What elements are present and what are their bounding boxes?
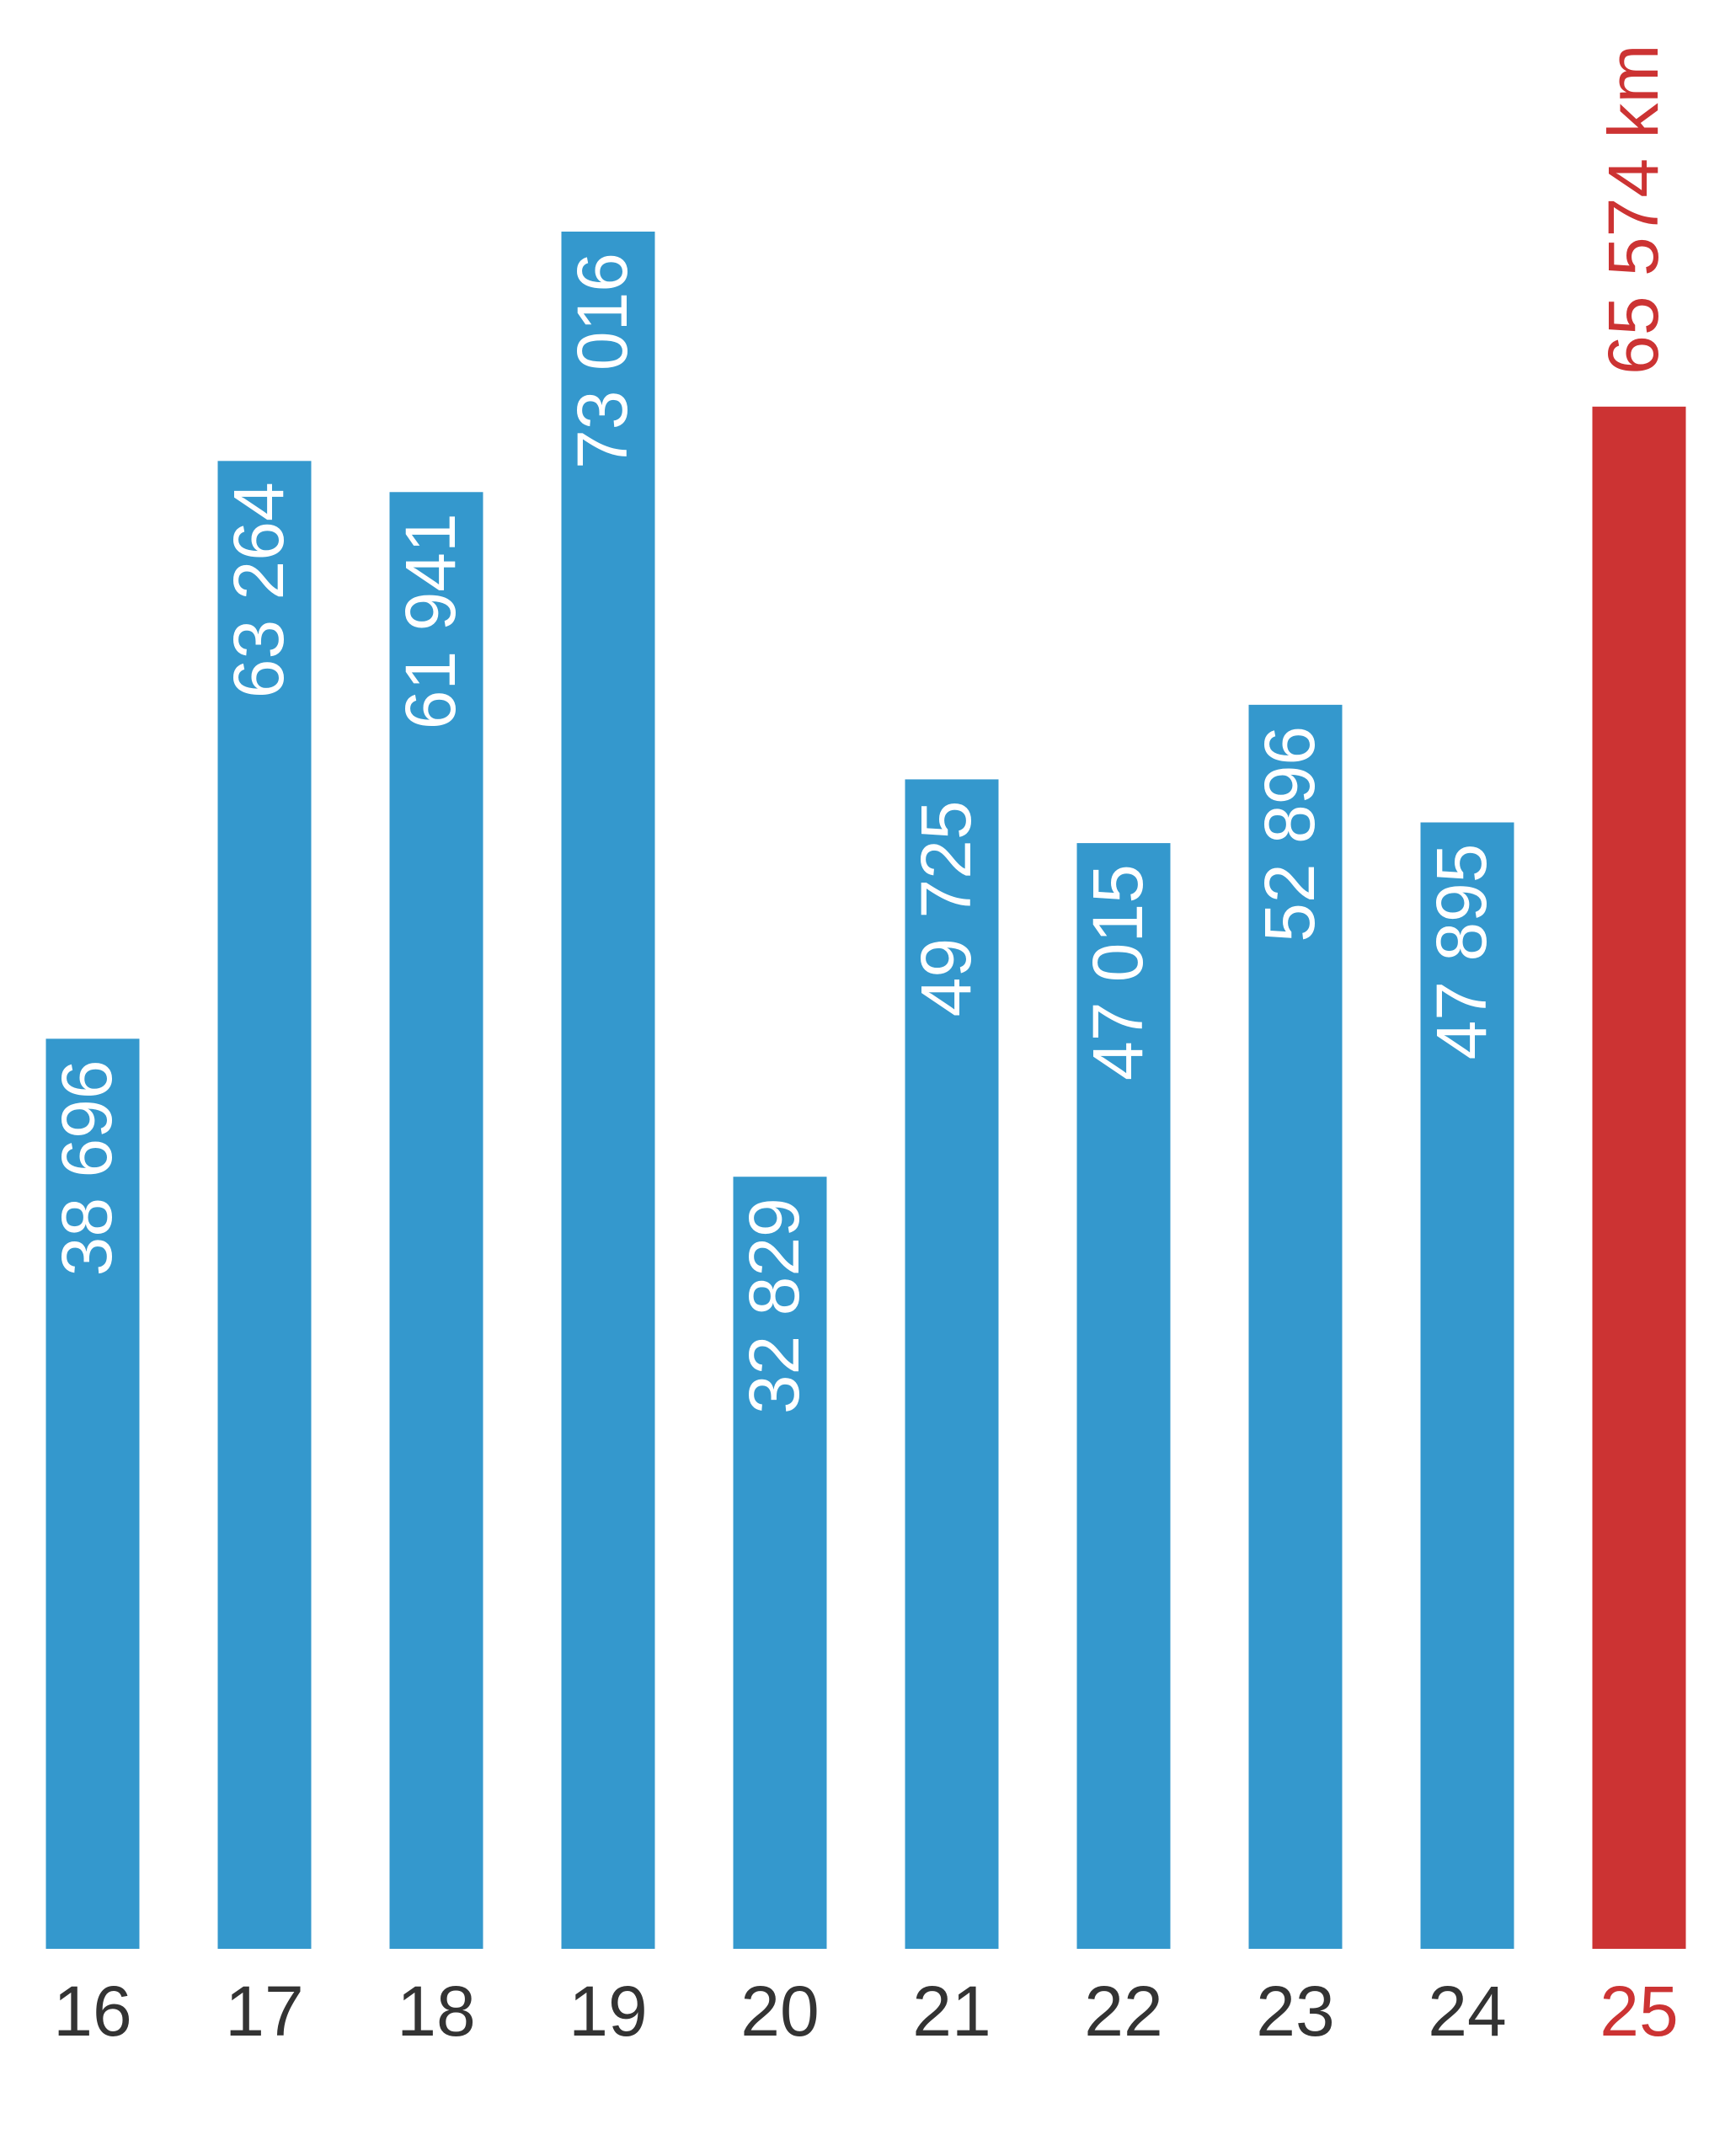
x-tick-label: 19 xyxy=(569,1972,647,2051)
x-tick-label: 18 xyxy=(397,1972,475,2051)
bar xyxy=(217,461,312,1949)
bar xyxy=(389,492,483,1949)
x-tick-label: 20 xyxy=(740,1972,819,2051)
value-label: 63 264 xyxy=(219,482,298,698)
bar xyxy=(1248,704,1343,1949)
bar xyxy=(45,1038,140,1949)
value-label: 47 895 xyxy=(1422,844,1501,1060)
value-label: 47 015 xyxy=(1078,864,1157,1081)
bar xyxy=(1420,822,1514,1949)
value-label: 65 574 km xyxy=(1594,45,1673,375)
bar xyxy=(561,232,655,1949)
x-tick-label: 22 xyxy=(1084,1972,1162,2051)
x-tick-label: 23 xyxy=(1256,1972,1334,2051)
bar xyxy=(1076,843,1171,1950)
value-label: 61 941 xyxy=(391,513,470,729)
value-label: 49 725 xyxy=(906,800,985,1017)
value-label: 52 896 xyxy=(1250,726,1329,942)
x-tick-label: 21 xyxy=(912,1972,991,2051)
x-tick-label: 25 xyxy=(1599,1972,1678,2051)
value-label: 38 696 xyxy=(47,1059,126,1276)
value-label: 32 829 xyxy=(734,1198,814,1414)
x-tick-label: 17 xyxy=(225,1972,303,2051)
value-label: 73 016 xyxy=(563,253,642,469)
x-tick-label: 16 xyxy=(53,1972,131,2051)
bar xyxy=(905,779,999,1949)
x-tick-label: 24 xyxy=(1428,1972,1506,2051)
bar xyxy=(1592,406,1686,1950)
bar xyxy=(733,1177,827,1949)
